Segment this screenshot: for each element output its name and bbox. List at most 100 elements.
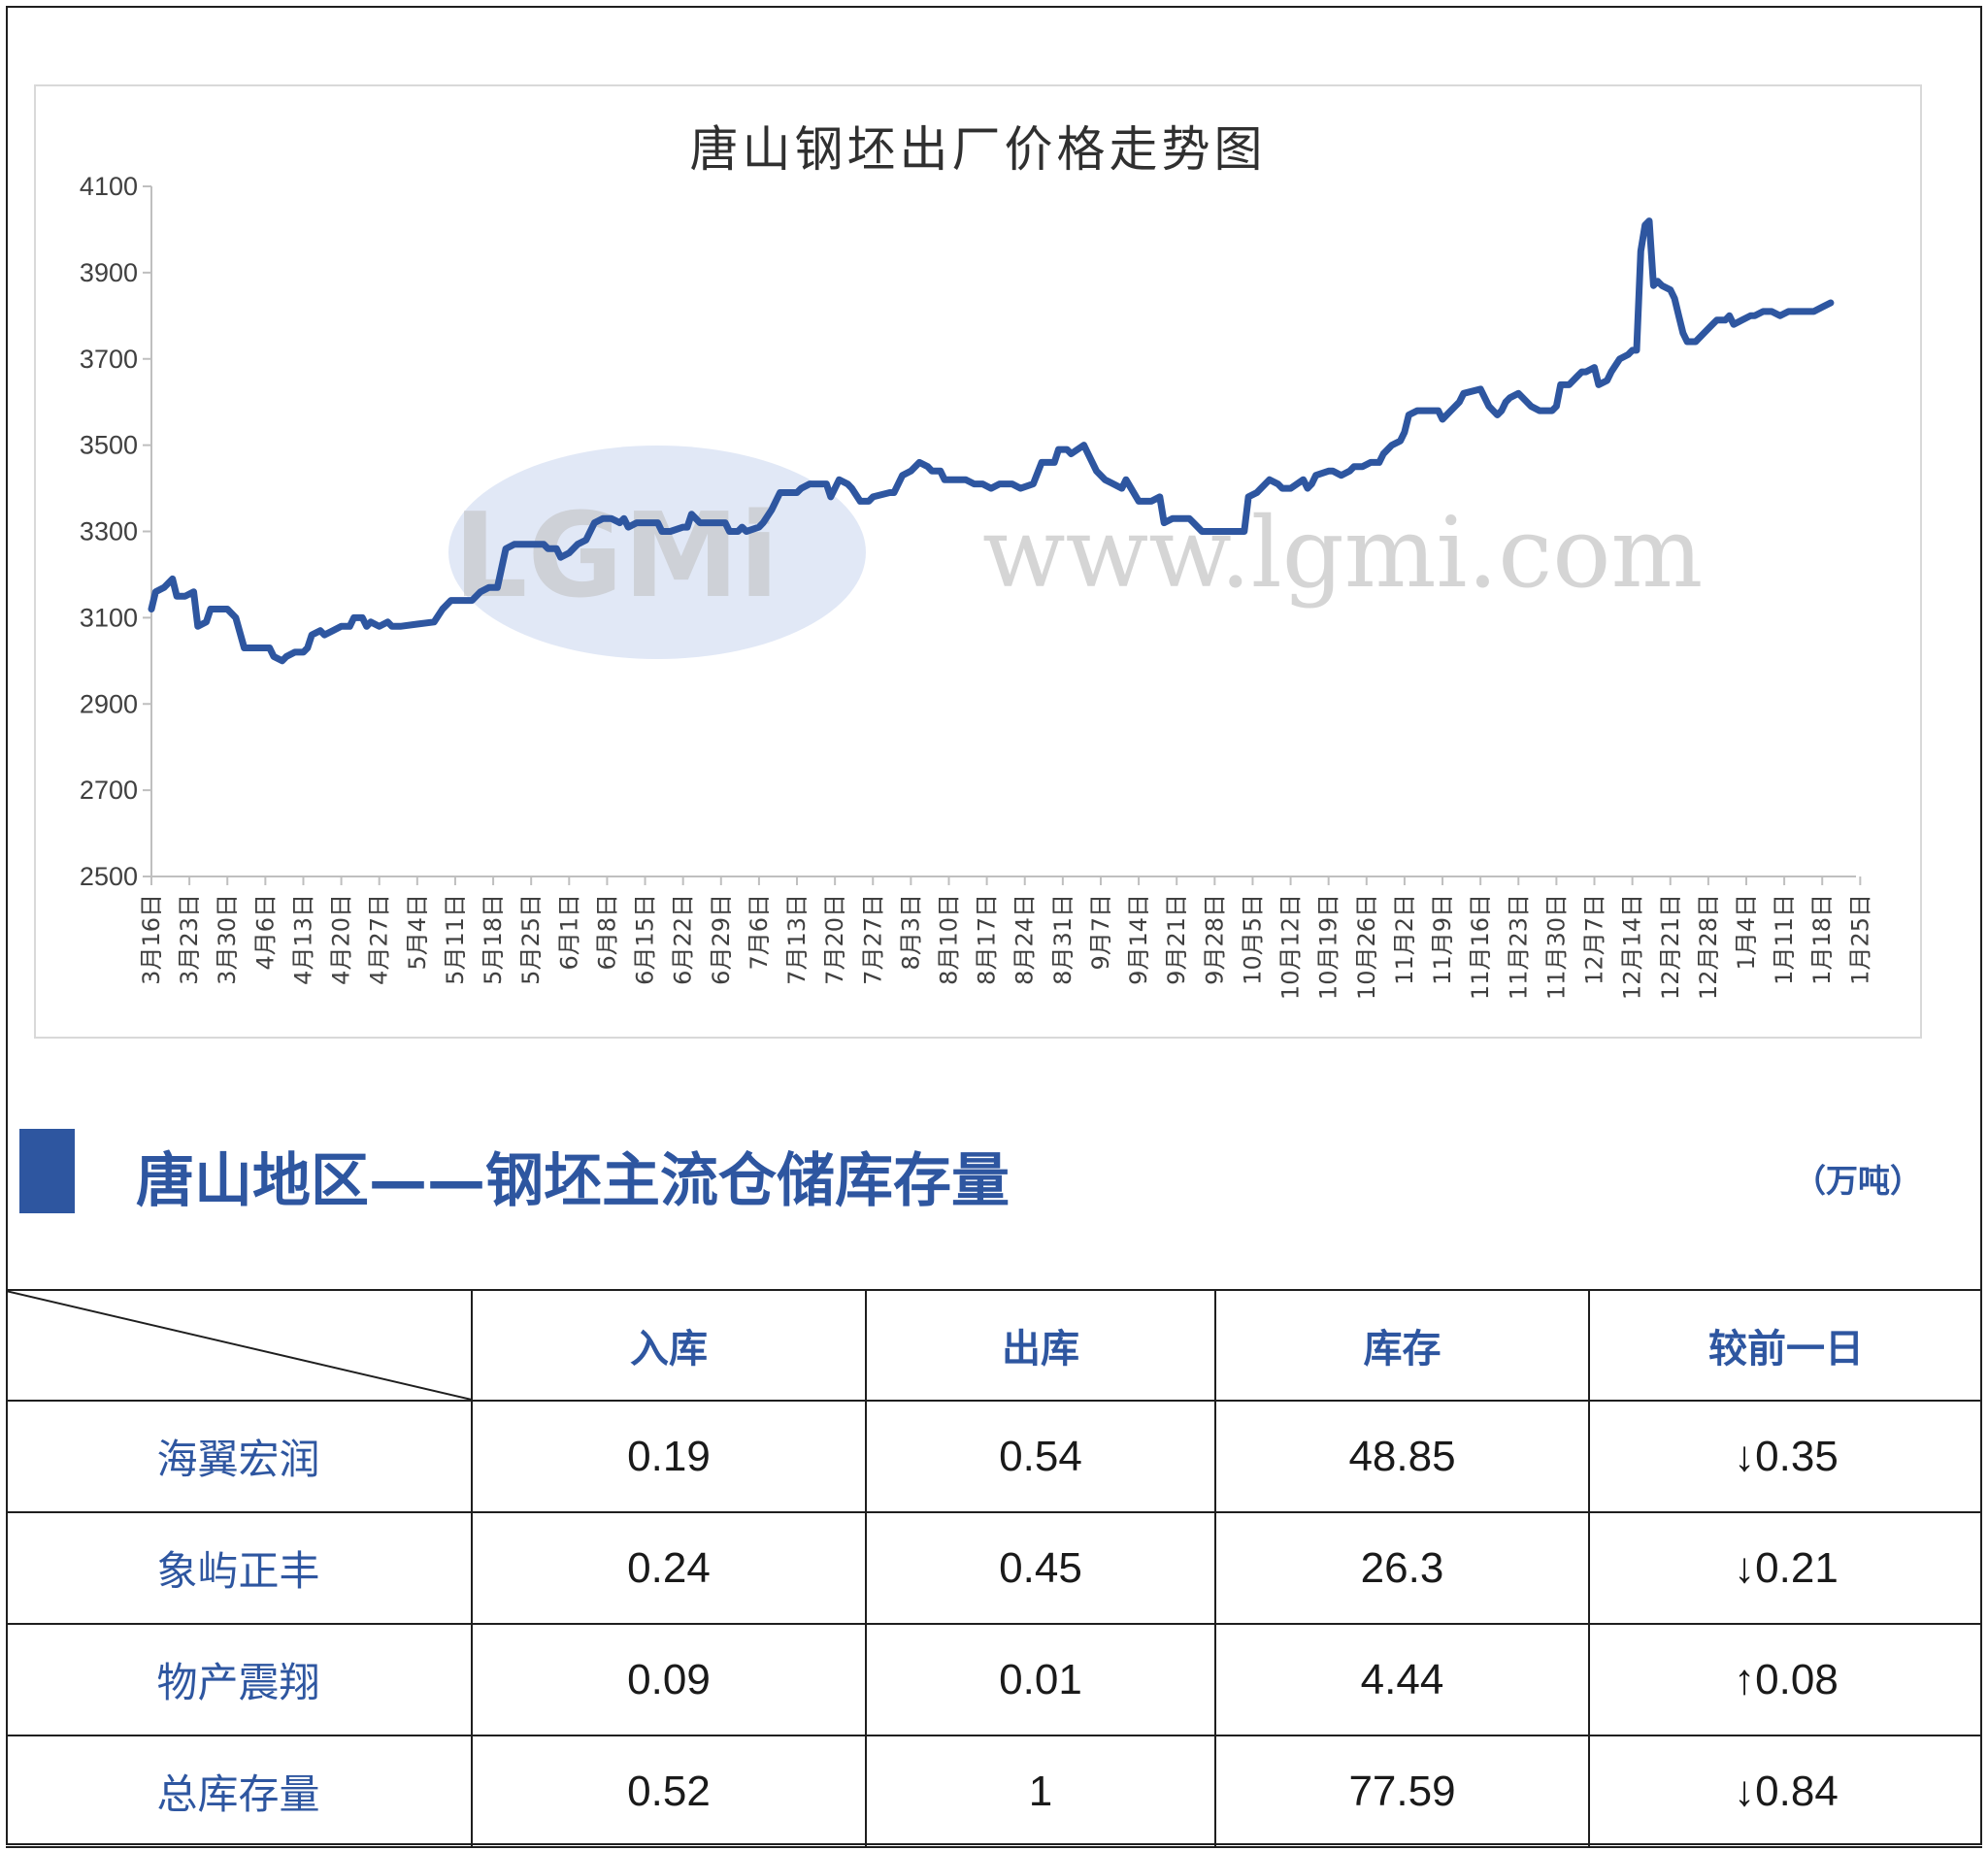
price-series-line xyxy=(148,217,1835,665)
y-tick-label: 2700 xyxy=(80,776,138,805)
x-tick-label: 8月17日 xyxy=(974,894,1001,985)
x-tick-label: 9月28日 xyxy=(1201,894,1228,985)
watermark: LGMi www.lgmi.com xyxy=(448,446,1703,659)
cell-stock: 77.59 xyxy=(1214,1735,1590,1848)
x-tick-label: 8月24日 xyxy=(1011,894,1039,985)
x-tick-label: 11月23日 xyxy=(1505,894,1532,1000)
x-tick-label: 6月15日 xyxy=(632,894,659,985)
x-tick-label: 11月2日 xyxy=(1391,894,1418,985)
header-in: 入库 xyxy=(471,1289,867,1402)
table-row: 总库存量 0.52 1 77.59 ↓0.84 xyxy=(6,1735,1982,1848)
section-title: 唐山地区——钢坯主流仓储库存量 xyxy=(136,1147,1010,1215)
corner-diagonal xyxy=(6,1291,472,1400)
series-group xyxy=(148,217,1835,665)
y-tick-label: 3500 xyxy=(80,431,138,460)
chart-title: 唐山钢坯出厂价格走势图 xyxy=(689,121,1267,178)
x-tick-label: 12月7日 xyxy=(1581,894,1608,985)
x-tick-label: 12月21日 xyxy=(1657,894,1684,1000)
y-tick-label: 3700 xyxy=(80,345,138,374)
x-tick-label: 9月14日 xyxy=(1125,894,1152,985)
row-name: 物产震翔 xyxy=(6,1623,473,1736)
watermark-url: www.lgmi.com xyxy=(982,496,1703,610)
y-tick-label: 2500 xyxy=(80,862,138,891)
cell-out: 0.54 xyxy=(865,1400,1216,1513)
x-tick-label: 3月16日 xyxy=(138,894,165,985)
cell-in: 0.52 xyxy=(471,1735,867,1848)
y-tick-label: 3100 xyxy=(80,603,138,632)
cell-in: 0.24 xyxy=(471,1511,867,1625)
y-tick-label: 4100 xyxy=(80,172,138,201)
x-tick-label: 5月18日 xyxy=(480,894,507,985)
x-axis-ticks: 3月16日 3月23日 3月30日 4月6日 4月13日 4月20日 4月27日 5月4日 5月… xyxy=(138,876,1873,1000)
table-header-row: 入库 出库 库存 较前一日 xyxy=(6,1289,1982,1402)
header-stock: 库存 xyxy=(1214,1289,1590,1402)
price-chart: 唐山钢坯出厂价格走势图 LGMi www.lgmi.com 2500 2700 29… xyxy=(34,84,1922,1039)
x-tick-label: 5月11日 xyxy=(442,894,469,985)
y-tick-label: 3900 xyxy=(80,258,138,287)
x-tick-label: 10月19日 xyxy=(1315,894,1342,1000)
cell-out: 0.01 xyxy=(865,1623,1216,1736)
x-tick-label: 1月11日 xyxy=(1771,894,1798,985)
x-tick-label: 6月8日 xyxy=(593,894,620,971)
x-tick-label: 8月10日 xyxy=(935,894,962,985)
watermark-logo-ellipse xyxy=(448,446,866,659)
x-tick-label: 4月13日 xyxy=(289,894,316,985)
cell-stock: 48.85 xyxy=(1214,1400,1590,1513)
header-corner-cell xyxy=(6,1289,473,1402)
x-tick-label: 1月4日 xyxy=(1733,894,1760,971)
x-tick-label: 3月30日 xyxy=(214,894,241,985)
x-tick-label: 8月31日 xyxy=(1049,894,1077,985)
inventory-table: 入库 出库 库存 较前一日 海翼宏润 0.19 0.54 48.85 ↓0.35… xyxy=(6,1289,1982,1848)
section-unit: （万吨） xyxy=(1794,1162,1922,1200)
x-tick-label: 1月25日 xyxy=(1846,894,1873,985)
x-tick-label: 11月30日 xyxy=(1542,894,1570,1000)
cell-stock: 26.3 xyxy=(1214,1511,1590,1625)
x-tick-label: 12月14日 xyxy=(1619,894,1646,1000)
x-tick-label: 7月13日 xyxy=(783,894,811,985)
x-tick-label: 11月9日 xyxy=(1429,894,1456,985)
x-tick-label: 3月23日 xyxy=(176,894,203,985)
x-tick-label: 7月27日 xyxy=(859,894,886,985)
section-header: 唐山地区——钢坯主流仓储库存量 （万吨） xyxy=(19,1126,1951,1215)
x-tick-label: 1月18日 xyxy=(1808,894,1836,985)
x-tick-label: 11月16日 xyxy=(1467,894,1494,1000)
chart-svg: LGMi www.lgmi.com 2500 2700 2900 3100 3300 35… xyxy=(80,172,1873,1000)
header-change: 较前一日 xyxy=(1588,1289,1982,1402)
x-tick-label: 10月12日 xyxy=(1277,894,1305,1000)
x-tick-label: 4月20日 xyxy=(328,894,355,985)
header-out: 出库 xyxy=(865,1289,1216,1402)
cell-stock: 4.44 xyxy=(1214,1623,1590,1736)
y-tick-label: 3300 xyxy=(80,517,138,546)
cell-in: 0.19 xyxy=(471,1400,867,1513)
x-tick-label: 8月3日 xyxy=(897,894,924,971)
x-tick-label: 9月7日 xyxy=(1087,894,1114,971)
x-tick-label: 6月29日 xyxy=(708,894,735,985)
cell-in: 0.09 xyxy=(471,1623,867,1736)
y-tick-label: 2900 xyxy=(80,689,138,718)
x-tick-label: 12月28日 xyxy=(1695,894,1722,1000)
x-tick-label: 9月21日 xyxy=(1163,894,1190,985)
cell-change: ↓0.21 xyxy=(1588,1511,1982,1625)
x-tick-label: 5月25日 xyxy=(517,894,545,985)
table-row: 海翼宏润 0.19 0.54 48.85 ↓0.35 xyxy=(6,1400,1982,1513)
x-tick-label: 10月5日 xyxy=(1239,894,1266,985)
x-tick-label: 6月22日 xyxy=(670,894,697,985)
cell-out: 1 xyxy=(865,1735,1216,1848)
x-tick-label: 4月27日 xyxy=(366,894,393,985)
x-tick-label: 7月20日 xyxy=(821,894,848,985)
table-row: 象屿正丰 0.24 0.45 26.3 ↓0.21 xyxy=(6,1511,1982,1625)
x-tick-label: 5月4日 xyxy=(404,894,431,971)
table-row: 物产震翔 0.09 0.01 4.44 ↑0.08 xyxy=(6,1623,1982,1736)
row-name: 象屿正丰 xyxy=(6,1511,473,1625)
cell-change: ↓0.35 xyxy=(1588,1400,1982,1513)
x-tick-label: 6月1日 xyxy=(555,894,582,971)
y-axis-ticks: 2500 2700 2900 3100 3300 3500 3700 3900 4100 xyxy=(80,172,151,891)
watermark-logo-text: LGMi xyxy=(453,489,779,624)
x-tick-label: 10月26日 xyxy=(1353,894,1380,1000)
x-tick-label: 4月6日 xyxy=(251,894,279,971)
section-marker xyxy=(19,1129,75,1213)
cell-out: 0.45 xyxy=(865,1511,1216,1625)
row-name: 总库存量 xyxy=(6,1735,473,1848)
cell-change: ↑0.08 xyxy=(1588,1623,1982,1736)
row-name: 海翼宏润 xyxy=(6,1400,473,1513)
